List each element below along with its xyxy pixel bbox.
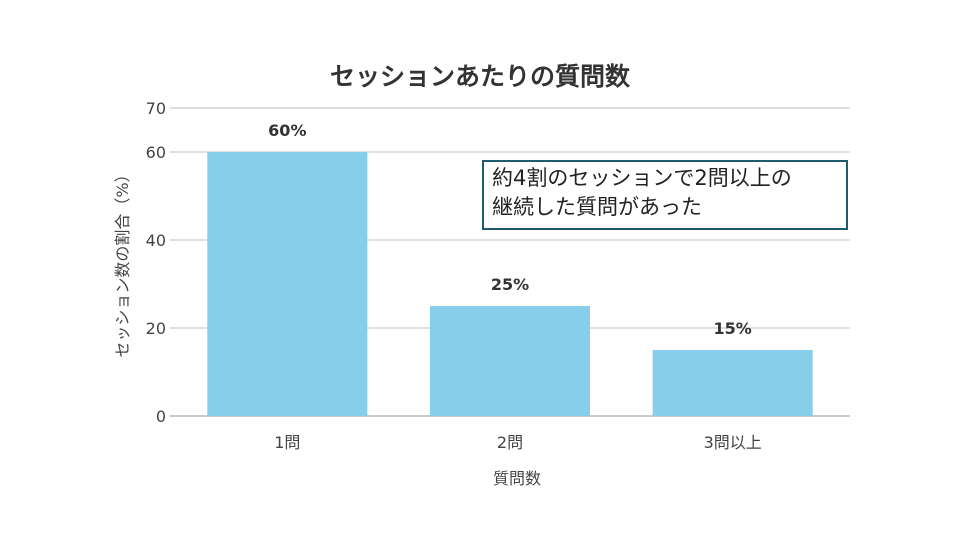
x-tick-label: 1問 [274, 433, 300, 452]
data-label: 15% [714, 319, 752, 338]
y-tick-label: 0 [156, 407, 166, 426]
data-label: 60% [268, 121, 306, 140]
bar [207, 152, 368, 416]
y-tick-label: 60 [146, 143, 166, 162]
annotation-box: 約4割のセッションで2問以上の 継続した質問があった [482, 160, 848, 230]
x-axis-label: 質問数 [493, 469, 541, 488]
bar [652, 350, 813, 416]
y-tick-label: 70 [146, 99, 166, 118]
chart-title: セッションあたりの質問数 [330, 62, 631, 91]
data-label: 25% [491, 275, 529, 294]
x-tick-label: 2問 [497, 433, 523, 452]
y-axis-label: セッション数の割合（%） [113, 166, 132, 357]
x-tick-label: 3問以上 [704, 433, 762, 452]
y-tick-label: 20 [146, 319, 166, 338]
bar [430, 306, 590, 416]
y-tick-label: 40 [146, 231, 166, 250]
